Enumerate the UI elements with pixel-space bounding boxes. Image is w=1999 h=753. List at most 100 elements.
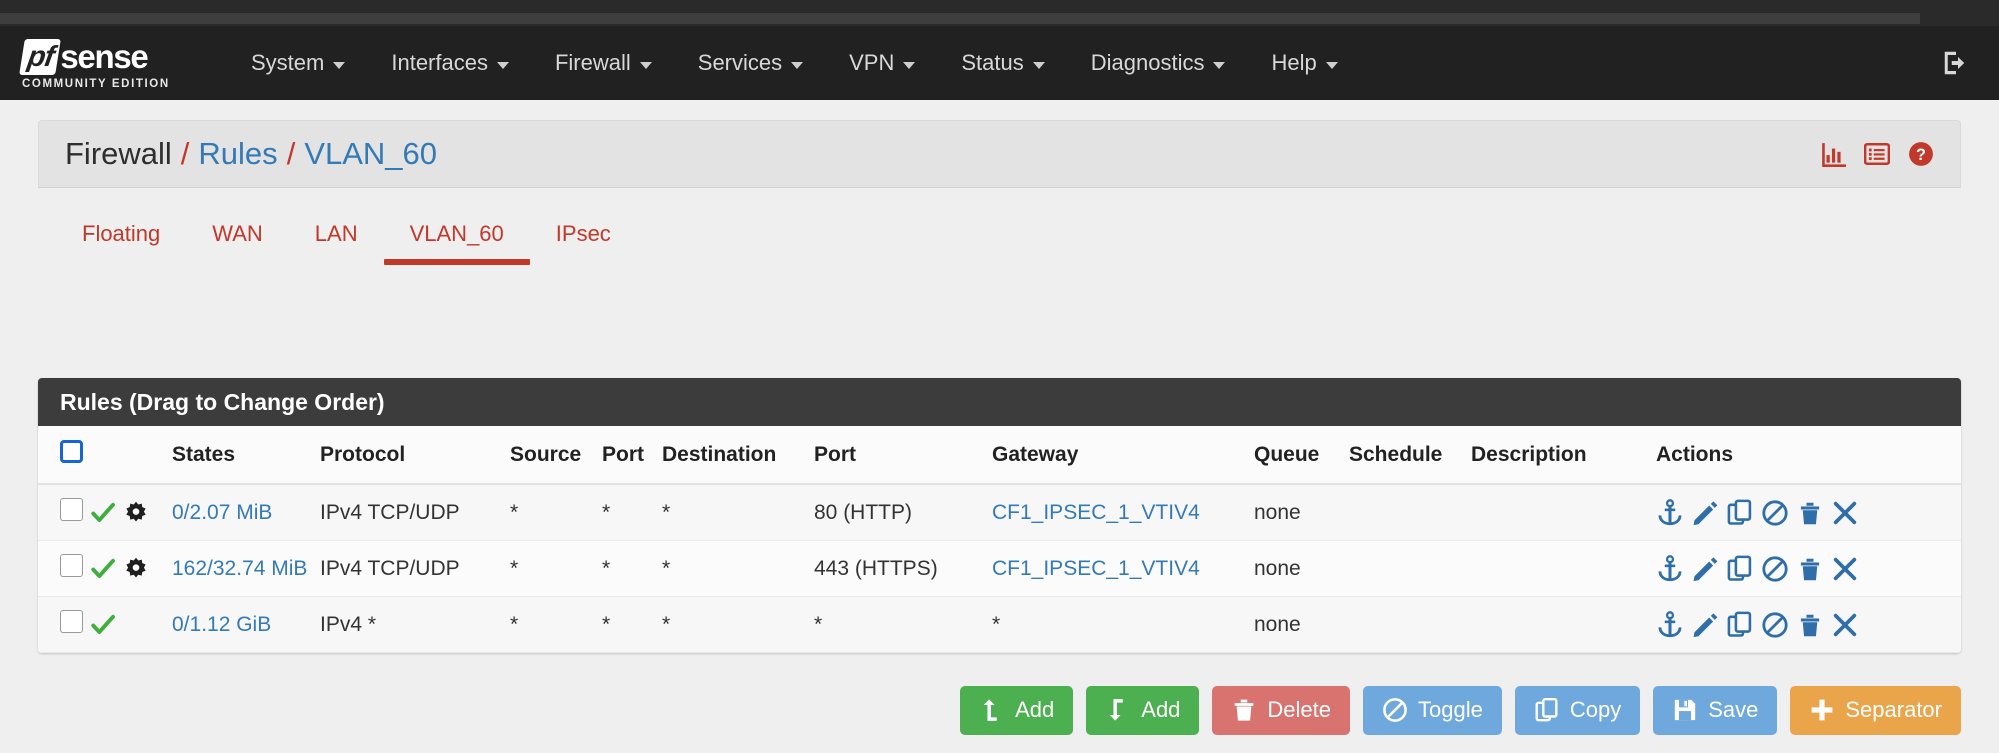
row-description-cell — [1471, 484, 1656, 541]
tab-underline — [186, 259, 289, 265]
trash-icon[interactable] — [1796, 499, 1824, 527]
states-link[interactable]: 0/2.07 MiB — [172, 500, 273, 524]
table-row[interactable]: 0/1.12 GiB IPv4 * * * * * * none — [38, 596, 1961, 653]
chevron-down-icon — [639, 61, 652, 69]
nav-item-services[interactable]: Services — [675, 26, 826, 100]
states-link[interactable]: 162/32.74 MiB — [172, 556, 308, 580]
chevron-down-icon — [1325, 61, 1338, 69]
breadcrumb-item-vlan60[interactable]: VLAN_60 — [304, 136, 438, 171]
button-label: Save — [1708, 697, 1759, 722]
pencil-icon[interactable] — [1691, 555, 1719, 583]
row-destination-cell: * — [662, 596, 814, 653]
table-row[interactable]: 162/32.74 MiB IPv4 TCP/UDP * * * 443 (HT… — [38, 540, 1961, 597]
pencil-icon[interactable] — [1691, 611, 1719, 639]
pencil-icon[interactable] — [1691, 499, 1719, 527]
row-schedule-cell — [1349, 596, 1471, 653]
row-protocol-cell: IPv4 TCP/UDP — [320, 540, 510, 597]
arrow-down-icon — [1110, 699, 1124, 721]
page-header: Firewall / Rules / VLAN_60 ? — [38, 120, 1961, 188]
delete-rules-button[interactable]: Delete — [1212, 685, 1351, 735]
row-states-cell: 0/1.12 GiB — [172, 596, 320, 653]
tab-vlan60[interactable]: VLAN_60 — [383, 207, 530, 265]
nav-item-label: Firewall — [554, 50, 631, 75]
anchor-icon[interactable] — [1656, 610, 1684, 639]
gear-icon[interactable] — [123, 500, 149, 526]
row-source-cell: * — [510, 484, 602, 541]
row-destination-cell: * — [662, 540, 814, 597]
nav-item-help[interactable]: Help — [1248, 26, 1360, 100]
row-checkbox[interactable] — [60, 554, 83, 577]
nav-item-system[interactable]: System — [228, 26, 368, 100]
nav-item-diagnostics[interactable]: Diagnostics — [1068, 26, 1249, 100]
tab-underline — [289, 259, 384, 265]
logout-icon[interactable] — [1941, 48, 1971, 78]
th-actions: Actions — [1656, 426, 1961, 485]
nav-item-status[interactable]: Status — [938, 26, 1067, 100]
trash-icon[interactable] — [1796, 611, 1824, 639]
gear-icon[interactable] — [123, 556, 149, 582]
th-states: States — [172, 426, 320, 485]
row-checkbox[interactable] — [60, 610, 83, 633]
th-protocol: Protocol — [320, 426, 510, 485]
nav-item-vpn[interactable]: VPN — [826, 26, 938, 100]
th-queue: Queue — [1254, 426, 1349, 485]
bar-chart-icon[interactable] — [1820, 141, 1846, 167]
gateway-link[interactable]: CF1_IPSEC_1_VTIV4 — [992, 500, 1200, 524]
delete-x-icon[interactable] — [1831, 499, 1859, 527]
tab-lan[interactable]: LAN — [289, 207, 384, 247]
row-source-port-cell: * — [602, 596, 662, 653]
help-circle-icon[interactable]: ? — [1908, 141, 1934, 167]
table-row[interactable]: 0/2.07 MiB IPv4 TCP/UDP * * * 80 (HTTP) … — [38, 484, 1961, 541]
block-icon[interactable] — [1761, 555, 1789, 583]
row-queue-cell: none — [1254, 484, 1349, 541]
tab-label: WAN — [212, 221, 263, 246]
states-link[interactable]: 0/1.12 GiB — [172, 612, 272, 636]
add-rule-top-button[interactable]: Add — [960, 685, 1074, 735]
add-separator-button[interactable]: Separator — [1790, 685, 1961, 735]
brand-logo[interactable]: pf sense COMMUNITY EDITION — [19, 37, 204, 90]
block-icon[interactable] — [1761, 611, 1789, 639]
rules-panel-title: Rules (Drag to Change Order) — [38, 378, 1961, 426]
gateway-link[interactable]: CF1_IPSEC_1_VTIV4 — [992, 556, 1200, 580]
nav-item-firewall[interactable]: Firewall — [532, 26, 675, 100]
horizontal-scrollbar-thumb[interactable] — [0, 13, 1920, 24]
tab-ipsec[interactable]: IPsec — [530, 207, 637, 247]
save-button[interactable]: Save — [1653, 685, 1778, 735]
add-rule-bottom-button[interactable]: Add — [1086, 685, 1200, 735]
trash-icon — [1235, 699, 1254, 721]
copy-rules-button[interactable]: Copy — [1514, 685, 1641, 735]
copy-icon — [1535, 697, 1558, 722]
row-status-cell — [90, 484, 172, 541]
nav-item-label: Help — [1271, 50, 1317, 75]
button-label: Copy — [1569, 697, 1622, 722]
list-icon[interactable] — [1864, 141, 1890, 167]
delete-x-icon[interactable] — [1831, 611, 1859, 639]
copy-icon[interactable] — [1726, 611, 1754, 639]
row-source-port-cell: * — [602, 540, 662, 597]
chevron-down-icon — [903, 61, 916, 69]
delete-x-icon[interactable] — [1831, 555, 1859, 583]
tab-wan[interactable]: WAN — [186, 207, 289, 247]
row-source-port-cell: * — [602, 484, 662, 541]
brand-subtitle: COMMUNITY EDITION — [22, 77, 170, 90]
select-all-checkbox[interactable] — [60, 440, 83, 463]
row-actions-cell — [1656, 484, 1961, 541]
row-gateway-cell: * — [992, 596, 1254, 653]
check-pass-icon[interactable] — [90, 612, 116, 638]
nav-item-interfaces[interactable]: Interfaces — [368, 26, 532, 100]
breadcrumb-item-rules[interactable]: Rules — [198, 136, 278, 171]
trash-icon[interactable] — [1796, 555, 1824, 583]
toggle-rules-button[interactable]: Toggle — [1363, 685, 1502, 735]
anchor-icon[interactable] — [1656, 498, 1684, 527]
block-icon[interactable] — [1761, 499, 1789, 527]
check-pass-icon[interactable] — [90, 500, 116, 526]
anchor-icon[interactable] — [1656, 554, 1684, 583]
row-checkbox[interactable] — [60, 498, 83, 521]
button-label: Add — [1141, 697, 1181, 722]
check-pass-icon[interactable] — [90, 556, 116, 582]
row-dest-port-cell: * — [814, 596, 992, 653]
copy-icon[interactable] — [1726, 499, 1754, 527]
copy-icon[interactable] — [1726, 555, 1754, 583]
tab-floating[interactable]: Floating — [56, 207, 186, 247]
header-icon-group: ? — [1820, 141, 1934, 167]
